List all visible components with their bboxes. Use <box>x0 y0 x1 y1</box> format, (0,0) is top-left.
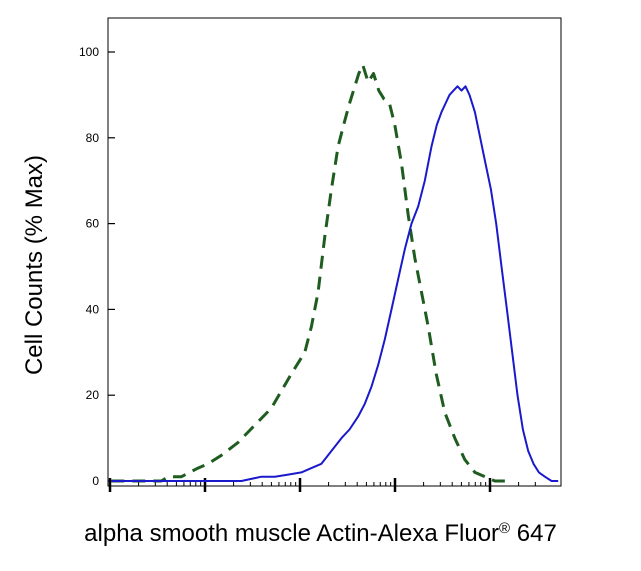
y-tick-label: 40 <box>86 302 100 316</box>
series-layer <box>111 63 559 483</box>
x-axis-label-main: alpha smooth muscle Actin-Alexa Fluor <box>84 520 500 547</box>
y-tick-label: 0 <box>92 474 99 488</box>
dashed-series-line <box>111 63 509 483</box>
y-tick-label: 100 <box>79 45 99 59</box>
y-axis-label: Cell Counts (% Max) <box>21 155 48 375</box>
solid-series-line <box>111 85 559 482</box>
tick-layer: 0 20 40 60 80 100 <box>79 45 536 492</box>
y-tick-label: 80 <box>86 131 100 145</box>
x-axis-label: alpha smooth muscle Actin-Alexa Fluor® 6… <box>0 520 641 548</box>
x-axis-label-end: 647 <box>510 520 557 547</box>
y-tick-label: 20 <box>86 388 100 402</box>
plot-frame <box>107 17 562 487</box>
registered-mark: ® <box>499 520 511 537</box>
y-tick-label: 60 <box>86 217 100 231</box>
